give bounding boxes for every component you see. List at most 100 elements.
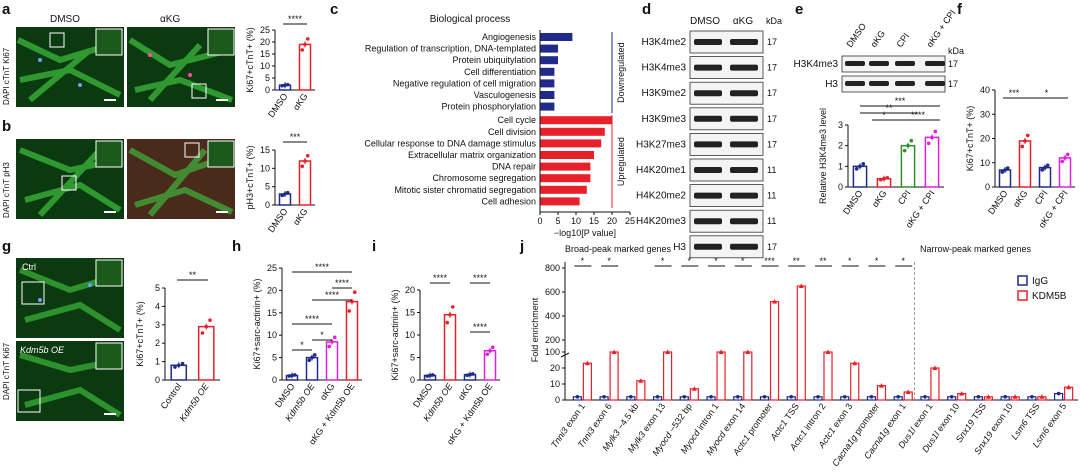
data-point-igg (735, 395, 740, 399)
blot-row-label: H3 (825, 79, 838, 90)
band (694, 64, 722, 71)
blot-row-label: H3K4me3 (642, 63, 687, 74)
y-tick-label: 40 (980, 85, 990, 95)
blot-unit: kDa (948, 46, 964, 56)
panel-a-image-akg (127, 27, 235, 107)
data-point-igg (923, 395, 927, 399)
blot-kda: 17 (948, 79, 958, 89)
bar-down (540, 102, 555, 111)
panel-label-c: c (330, 1, 338, 18)
y-tick-label: 15 (405, 308, 415, 318)
go-term-up: Cell cycle (497, 115, 536, 125)
significance-label: ** (819, 256, 827, 266)
panel-label-f: f (957, 1, 963, 18)
panel-label-i: i (372, 238, 376, 255)
significance-label: *** (764, 256, 775, 266)
data-point-igg (789, 395, 794, 399)
significance-label: *** (1009, 88, 1020, 98)
x-tick-label: Cacna1g promoter (830, 401, 881, 468)
bar-up (540, 185, 587, 194)
bar-up (540, 139, 602, 148)
y-axis-label: Relative H3K4me3 level (818, 108, 828, 204)
blot-kda: 17 (767, 242, 777, 252)
y-tick-label: 0 (555, 395, 560, 405)
panel-label-h: h (232, 238, 241, 255)
bar-kdm5b (609, 351, 619, 401)
blot-strip (689, 184, 764, 208)
data-point (300, 164, 305, 169)
bar-up (540, 151, 594, 159)
y-tick-label: 3 (838, 120, 843, 130)
data-point (425, 374, 430, 378)
data-point (933, 129, 938, 134)
panel-g-image-ctrl: Ctrl (16, 258, 124, 338)
blot-col-label: CPI (894, 31, 911, 49)
panel-c-chart: Angiogenesis Regulation of transcription,… (364, 30, 635, 238)
bar (443, 314, 457, 381)
y-tick-label: 5 (265, 73, 270, 83)
data-point (490, 345, 495, 350)
y-tick-label: 10 (260, 61, 270, 71)
data-point (292, 373, 297, 377)
x-tick-label: αKG (456, 381, 475, 402)
blot-kda: 11 (767, 191, 776, 201)
data-point (450, 305, 455, 309)
blot-unit: kDa (766, 16, 782, 26)
data-point (926, 141, 931, 146)
data-point (350, 299, 354, 304)
x-tick-label: Control (159, 381, 184, 411)
y-tick-label: 5 (410, 353, 415, 363)
blot-strip (689, 132, 764, 156)
panel-label-j: j (519, 238, 524, 255)
axis-break (560, 352, 570, 358)
data-point (1000, 170, 1005, 174)
significance-label: **** (473, 273, 488, 283)
band (694, 115, 722, 122)
y-tick-label: 400 (545, 311, 560, 321)
x-tick-label: 10 (571, 216, 581, 226)
blot-row-label: H3K9me2 (642, 88, 687, 99)
data-point (445, 320, 450, 325)
bar-down (540, 56, 558, 65)
data-point-igg (896, 395, 900, 399)
band (694, 141, 722, 148)
group-label-up: Upregulated (616, 137, 626, 186)
blot-row-label: H4K20me2 (636, 191, 686, 202)
bar-kdm5b (796, 285, 806, 401)
data-point-kdm5b (852, 360, 858, 366)
blot-kda: 17 (767, 139, 777, 149)
band (845, 61, 865, 66)
x-tick-label: DMSO (266, 206, 290, 234)
data-point-kdm5b (691, 386, 697, 391)
blot-col-label: αKG + CPI (924, 8, 957, 49)
data-point (290, 373, 294, 378)
data-point (204, 324, 209, 329)
significance-label: **** (433, 273, 448, 283)
bar (900, 144, 916, 188)
blot-row-label: H4K20me1 (636, 165, 686, 176)
data-point (208, 318, 212, 323)
data-point (287, 374, 292, 378)
data-point (1023, 139, 1027, 143)
y-tick-label: 0 (265, 85, 270, 95)
x-axis-label: −log10[P value] (554, 228, 616, 238)
data-point-kdm5b (1066, 384, 1072, 390)
go-term-down: Vasculogenesis (474, 90, 537, 100)
data-point (1020, 144, 1025, 149)
bar-down (540, 79, 555, 88)
y-tick-label: 5 (272, 353, 277, 363)
data-point (1040, 168, 1045, 172)
significance-label: * (714, 256, 718, 266)
data-point-kdm5b (905, 389, 911, 394)
panel-label-d: d (642, 1, 651, 18)
go-term-up: Cellular response to DNA damage stimulus (364, 138, 536, 148)
data-point-igg (976, 395, 981, 399)
data-point (200, 331, 205, 335)
data-point-igg (762, 395, 767, 399)
significance-label: * (1045, 88, 1049, 98)
band (694, 243, 722, 250)
y-tick-label: 2 (155, 338, 160, 348)
blot-row-label: H3K4me2 (642, 37, 687, 48)
